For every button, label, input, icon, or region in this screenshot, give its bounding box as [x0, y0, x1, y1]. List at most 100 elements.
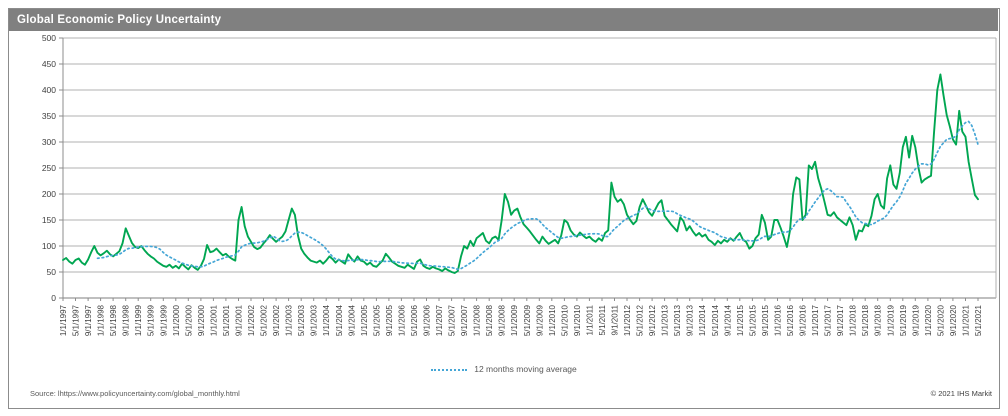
- svg-text:1/1/2005: 1/1/2005: [360, 304, 369, 336]
- svg-text:5/1/2009: 5/1/2009: [523, 304, 532, 336]
- svg-text:5/1/1999: 5/1/1999: [147, 304, 156, 336]
- svg-text:9/1/2005: 9/1/2005: [385, 304, 394, 336]
- svg-text:5/1/2014: 5/1/2014: [711, 304, 720, 336]
- svg-text:1/1/2008: 1/1/2008: [473, 304, 482, 336]
- svg-text:1/1/2017: 1/1/2017: [811, 304, 820, 336]
- svg-text:9/1/2008: 9/1/2008: [498, 304, 507, 336]
- svg-text:5/1/2007: 5/1/2007: [448, 304, 457, 336]
- svg-text:9/1/2009: 9/1/2009: [535, 304, 544, 336]
- svg-text:9/1/2010: 9/1/2010: [573, 304, 582, 336]
- svg-text:350: 350: [42, 111, 56, 121]
- svg-text:0: 0: [51, 293, 56, 303]
- svg-text:1/1/2011: 1/1/2011: [585, 304, 594, 335]
- chart-title: Global Economic Policy Uncertainty: [17, 14, 222, 26]
- svg-text:1/1/2000: 1/1/2000: [172, 304, 181, 336]
- svg-text:1/1/1998: 1/1/1998: [97, 304, 106, 336]
- svg-text:1/1/2010: 1/1/2010: [548, 304, 557, 336]
- svg-text:5/1/2010: 5/1/2010: [560, 304, 569, 336]
- svg-text:1/1/2019: 1/1/2019: [886, 304, 895, 336]
- svg-text:200: 200: [42, 189, 56, 199]
- svg-text:9/1/2015: 9/1/2015: [761, 304, 770, 336]
- svg-text:5/1/2021: 5/1/2021: [974, 304, 983, 336]
- svg-text:9/1/2012: 9/1/2012: [648, 304, 657, 336]
- svg-text:5/1/2019: 5/1/2019: [899, 304, 908, 336]
- svg-text:5/1/1997: 5/1/1997: [72, 304, 81, 336]
- svg-text:9/1/2013: 9/1/2013: [686, 304, 695, 336]
- svg-text:100: 100: [42, 241, 56, 251]
- svg-text:9/1/2014: 9/1/2014: [723, 304, 732, 336]
- svg-text:5/1/2012: 5/1/2012: [636, 304, 645, 336]
- svg-text:1/1/1999: 1/1/1999: [134, 304, 143, 336]
- svg-text:1/1/2002: 1/1/2002: [247, 304, 256, 336]
- svg-text:1/1/2020: 1/1/2020: [924, 304, 933, 336]
- axis-lines: [62, 38, 997, 298]
- svg-text:500: 500: [42, 33, 56, 43]
- svg-text:1/1/2018: 1/1/2018: [849, 304, 858, 336]
- svg-text:5/1/2001: 5/1/2001: [222, 304, 231, 336]
- svg-text:9/1/2020: 9/1/2020: [949, 304, 958, 336]
- svg-text:1/1/1997: 1/1/1997: [59, 304, 68, 336]
- svg-text:1/1/2009: 1/1/2009: [510, 304, 519, 336]
- svg-text:5/1/2008: 5/1/2008: [485, 304, 494, 336]
- svg-text:300: 300: [42, 137, 56, 147]
- svg-text:1/1/2021: 1/1/2021: [962, 304, 971, 336]
- y-axis-labels: 0 50 100 150 200 250 300 350 400 450 500: [42, 33, 63, 303]
- svg-text:50: 50: [47, 267, 57, 277]
- copyright-text: © 2021 IHS Markit: [930, 389, 992, 398]
- svg-text:400: 400: [42, 85, 56, 95]
- svg-text:1/1/2016: 1/1/2016: [774, 304, 783, 336]
- epu-series-line: [62, 73, 979, 274]
- svg-text:1/1/2003: 1/1/2003: [285, 304, 294, 336]
- svg-text:9/1/1999: 9/1/1999: [159, 304, 168, 336]
- svg-text:5/1/2006: 5/1/2006: [410, 304, 419, 336]
- svg-text:1/1/2007: 1/1/2007: [435, 304, 444, 336]
- svg-text:1/1/2001: 1/1/2001: [209, 304, 218, 336]
- moving-average-legend-label: 12 months moving average: [474, 364, 577, 374]
- source-text: Source: lhttps://www.policyuncertainty.c…: [30, 389, 240, 398]
- svg-text:1/1/2015: 1/1/2015: [736, 304, 745, 336]
- svg-text:5/1/2000: 5/1/2000: [184, 304, 193, 336]
- svg-text:9/1/1998: 9/1/1998: [122, 304, 131, 336]
- svg-text:9/1/2007: 9/1/2007: [460, 304, 469, 336]
- svg-text:9/1/2019: 9/1/2019: [911, 304, 920, 336]
- svg-text:9/1/2006: 9/1/2006: [423, 304, 432, 336]
- svg-text:1/1/2012: 1/1/2012: [623, 304, 632, 336]
- svg-text:5/1/2003: 5/1/2003: [297, 304, 306, 336]
- svg-text:5/1/2005: 5/1/2005: [372, 304, 381, 336]
- svg-text:9/1/2002: 9/1/2002: [272, 304, 281, 336]
- svg-text:9/1/2001: 9/1/2001: [235, 304, 244, 336]
- svg-text:9/1/2003: 9/1/2003: [310, 304, 319, 336]
- svg-text:450: 450: [42, 59, 56, 69]
- svg-text:5/1/2004: 5/1/2004: [335, 304, 344, 336]
- svg-text:9/1/2000: 9/1/2000: [197, 304, 206, 336]
- svg-text:9/1/1997: 9/1/1997: [84, 304, 93, 336]
- x-axis-labels: 1/1/1997 5/1/1997 9/1/1997 1/1/1998 5/1/1998…: [59, 298, 983, 336]
- svg-text:5/1/2011: 5/1/2011: [598, 304, 607, 335]
- svg-text:1/1/2006: 1/1/2006: [397, 304, 406, 336]
- svg-text:5/1/2020: 5/1/2020: [936, 304, 945, 336]
- moving-average-line-swatch: [431, 368, 468, 371]
- svg-text:1/1/2014: 1/1/2014: [698, 304, 707, 336]
- svg-text:5/1/2017: 5/1/2017: [824, 304, 833, 336]
- svg-text:9/1/2011: 9/1/2011: [611, 304, 620, 335]
- moving-average-line: [96, 120, 979, 271]
- svg-text:9/1/2017: 9/1/2017: [836, 304, 845, 336]
- svg-text:250: 250: [42, 163, 56, 173]
- svg-text:9/1/2016: 9/1/2016: [799, 304, 808, 336]
- svg-text:5/1/2018: 5/1/2018: [861, 304, 870, 336]
- chart-legend: 12 months moving average: [0, 364, 1008, 374]
- header-bar: Global Economic Policy Uncertainty: [9, 9, 998, 31]
- svg-text:150: 150: [42, 215, 56, 225]
- svg-text:1/1/2004: 1/1/2004: [322, 304, 331, 336]
- svg-text:9/1/2018: 9/1/2018: [874, 304, 883, 336]
- svg-text:5/1/2016: 5/1/2016: [786, 304, 795, 336]
- svg-text:1/1/2013: 1/1/2013: [661, 304, 670, 336]
- svg-text:5/1/2013: 5/1/2013: [673, 304, 682, 336]
- svg-text:5/1/2015: 5/1/2015: [748, 304, 757, 336]
- svg-text:5/1/1998: 5/1/1998: [109, 304, 118, 336]
- svg-text:9/1/2004: 9/1/2004: [347, 304, 356, 336]
- y-gridlines: [63, 37, 996, 299]
- svg-text:5/1/2002: 5/1/2002: [260, 304, 269, 336]
